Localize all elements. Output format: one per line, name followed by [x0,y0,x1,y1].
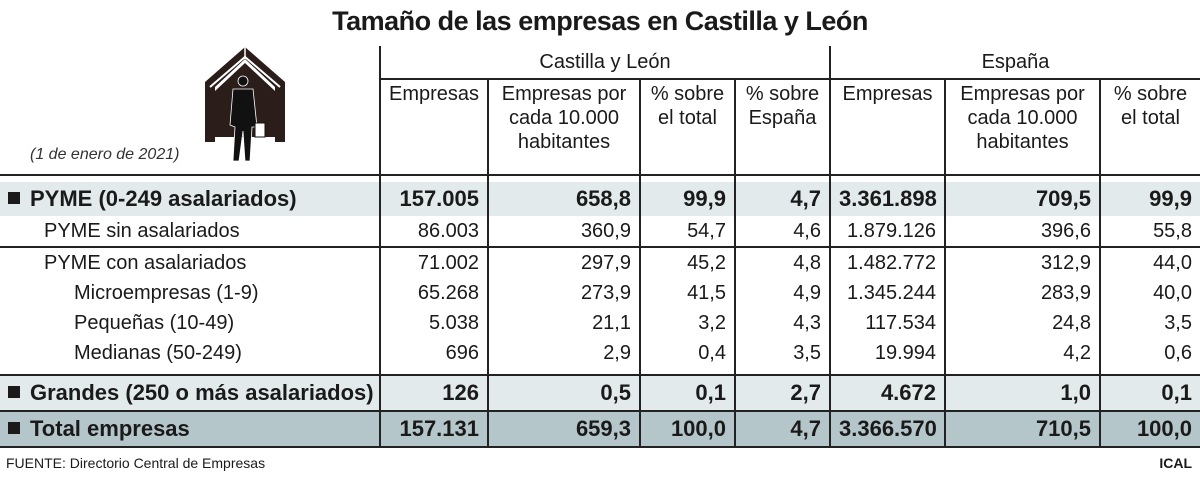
table-cell: 1.345.244 [829,278,945,308]
row-label: PYME sin asalariados [0,216,380,247]
column-header: Empresas por cada 10.000 habitantes [487,78,640,175]
column-header: % sobre España [734,78,830,175]
table-cell: 709,5 [944,182,1100,216]
table-cell: 297,9 [487,246,640,278]
table-cell: 2,9 [487,338,640,368]
table-cell: 3.361.898 [829,182,945,216]
table-cell: 5.038 [379,308,488,338]
table-cell: 100,0 [1099,410,1200,448]
row-label: Pequeñas (10-49) [0,308,380,338]
table-row: Total empresas 157.131 659,3 100,0 4,7 3.366.… [0,410,1200,448]
title: Tamaño de las empresas en Castilla y Leó… [332,6,868,36]
row-label-text: Grandes (250 o más asalariados) [30,380,374,405]
column-header: Empresas [379,78,488,175]
brand-label: ICAL [1159,455,1192,471]
table-row: PYME con asalariados 71.002 297,9 45,2 4,8 1.… [0,246,1200,278]
table-cell: 4.672 [829,374,945,411]
table-cell: 19.994 [829,338,945,368]
table-cell: 157.131 [379,410,488,448]
row-label: Microempresas (1-9) [0,278,380,308]
table-row: Microempresas (1-9) 65.268 273,9 41,5 4,9 1.3… [0,278,1200,308]
table-cell: 4,8 [734,246,830,278]
table-cell: 45,2 [639,246,735,278]
table-cell: 3,5 [1099,308,1200,338]
row-label: PYME con asalariados [0,246,380,278]
table-row: PYME (0-249 asalariados) 157.005 658,8 99,9… [0,182,1200,216]
row-label: Total empresas [0,410,380,448]
table-cell: 2,7 [734,374,830,411]
table-cell: 0,1 [1099,374,1200,411]
table-cell: 283,9 [944,278,1100,308]
table-cell: 4,3 [734,308,830,338]
table-cell: 312,9 [944,246,1100,278]
table-cell: 3.366.570 [829,410,945,448]
table-cell: 4,7 [734,182,830,216]
table-row: Medianas (50-249) 696 2,9 0,4 3,5 19.994 4,2 0,… [0,338,1200,368]
table-cell: 157.005 [379,182,488,216]
table-cell: 99,9 [639,182,735,216]
row-label-text: Medianas (50-249) [74,341,242,364]
column-header: Empresas por cada 10.000 habitantes [944,78,1100,175]
row-label-text: PYME con asalariados [44,251,247,274]
table-row: Grandes (250 o más asalariados) 126 0,5 0,1… [0,374,1200,411]
column-header: % sobre el total [639,78,735,175]
row-label-text: Pequeñas (10-49) [74,311,235,334]
table-cell: 65.268 [379,278,488,308]
bullet-square-icon [8,422,20,434]
row-label-text: PYME (0-249 asalariados) [30,186,297,211]
row-label-text: PYME sin asalariados [44,219,240,242]
date-note: (1 de enero de 2021) [30,146,180,163]
table-cell: 696 [379,338,488,368]
table-cell: 21,1 [487,308,640,338]
row-label-text: Microempresas (1-9) [74,281,259,304]
table-cell: 3,2 [639,308,735,338]
table-cell: 54,7 [639,216,735,247]
table-cell: 0,5 [487,374,640,411]
table-cell: 4,2 [944,338,1100,368]
column-header: Empresas [829,78,945,175]
table-cell: 0,1 [639,374,735,411]
table-row: PYME sin asalariados 86.003 360,9 54,7 4,6 1.… [0,216,1200,247]
column-header: % sobre el total [1099,78,1200,175]
table-cell: 40,0 [1099,278,1200,308]
table-cell: 360,9 [487,216,640,247]
table-cell: 1.879.126 [829,216,945,247]
table-cell: 4,7 [734,410,830,448]
businessman-house-icon [205,47,285,162]
table-cell: 55,8 [1099,216,1200,247]
table-cell: 24,8 [944,308,1100,338]
row-label-text: Total empresas [30,416,190,441]
table-cell: 99,9 [1099,182,1200,216]
table-cell: 117.534 [829,308,945,338]
table-cell: 71.002 [379,246,488,278]
table-cell: 0,6 [1099,338,1200,368]
table-cell: 100,0 [639,410,735,448]
table-cell: 41,5 [639,278,735,308]
source-note: FUENTE: Directorio Central de Empresas [6,455,266,471]
row-label: PYME (0-249 asalariados) [0,182,380,216]
table-cell: 710,5 [944,410,1100,448]
row-label: Grandes (250 o más asalariados) [0,374,380,411]
table-cell: 86.003 [379,216,488,247]
table-cell: 0,4 [639,338,735,368]
table-cell: 658,8 [487,182,640,216]
table-cell: 4,9 [734,278,830,308]
table-cell: 4,6 [734,216,830,247]
table-cell: 659,3 [487,410,640,448]
table-cell: 126 [379,374,488,411]
table-cell: 273,9 [487,278,640,308]
table-cell: 396,6 [944,216,1100,247]
row-label: Medianas (50-249) [0,338,380,368]
table-cell: 3,5 [734,338,830,368]
bullet-square-icon [8,192,20,204]
data-table: Castilla y León España Empresas Empresas … [0,46,1200,448]
group-header-castilla: Castilla y León [379,46,830,79]
table-cell: 1.482.772 [829,246,945,278]
table-row: Pequeñas (10-49) 5.038 21,1 3,2 4,3 117.534 24… [0,308,1200,338]
bullet-square-icon [8,386,20,398]
group-header-espana: España [829,46,1200,79]
table-cell: 1,0 [944,374,1100,411]
table-cell: 44,0 [1099,246,1200,278]
